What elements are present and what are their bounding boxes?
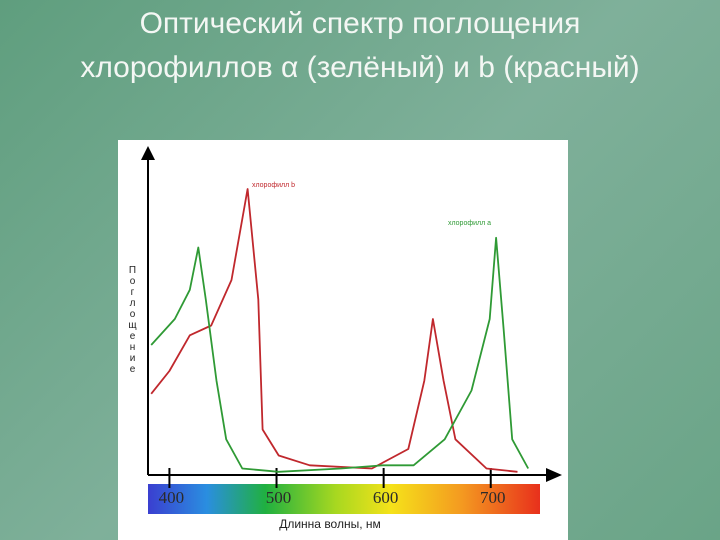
x-axis-label: Длинна волны, нм — [279, 517, 381, 531]
x-tick-label: 400 — [159, 488, 185, 507]
chart-title: Оптический спектр поглощения хлорофиллов… — [80, 7, 640, 84]
y-arrow — [141, 146, 155, 160]
x-arrow — [546, 468, 562, 482]
y-axis-label: Поглощение — [127, 265, 138, 375]
series-label: хлорофилл b — [252, 182, 295, 189]
x-tick-label: 600 — [373, 488, 399, 507]
series-line — [150, 188, 518, 473]
x-tick-label: 500 — [266, 488, 292, 507]
x-tick-label: 700 — [480, 488, 506, 507]
series-line — [150, 236, 529, 473]
chart-area — [118, 140, 568, 540]
series-label: хлорофилл a — [448, 220, 491, 227]
spectrum-bar — [148, 484, 540, 514]
